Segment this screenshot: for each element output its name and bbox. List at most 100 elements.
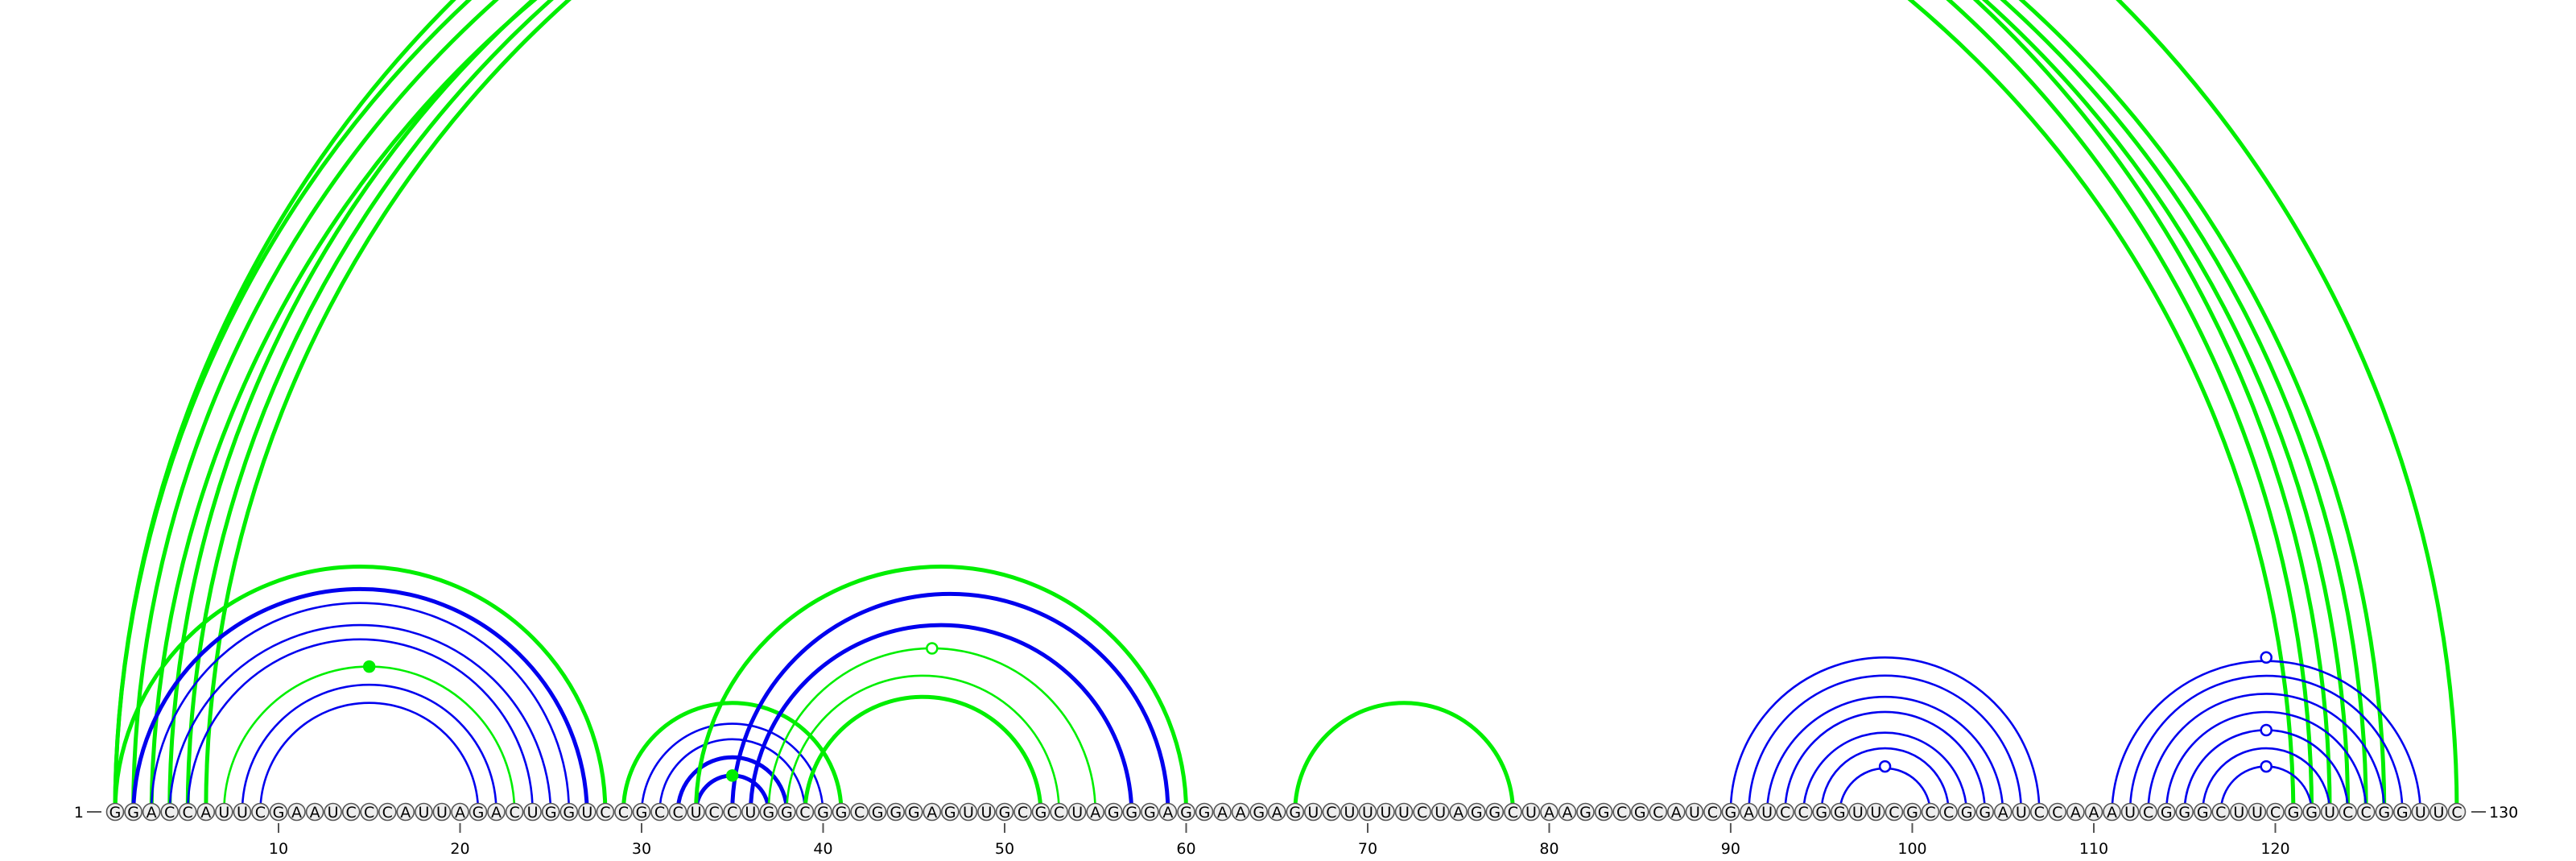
base-letter: G [545,804,557,822]
tick-label: 40 [813,840,832,857]
base-circle [2302,802,2321,822]
base-circle [577,802,597,822]
base-101: C [1921,802,1940,822]
base-letter: G [2161,804,2173,822]
base-circle [2230,802,2248,822]
base-pair-arc-7-23 [223,665,516,813]
base-letter: C [2343,804,2353,822]
base-letter: A [147,804,157,822]
base-130: C [2447,802,2467,822]
tick-70: 70 [1358,823,1377,858]
base-letter: A [1998,804,2008,822]
base-pair-arc-111-128 [2111,660,2422,813]
base-78: C [1504,802,1522,822]
base-letter: U [1071,804,1083,822]
base-letter: U [418,804,429,822]
base-circle [1685,802,1704,822]
base-18: U [415,802,433,822]
base-letter: G [636,804,648,822]
base-circle [2248,802,2267,822]
base-letter: U [2433,804,2444,822]
base-circle [1721,802,1740,822]
base-pair-arc-3-26 [150,602,571,813]
base-circle [214,802,233,822]
base-88: U [1685,802,1704,822]
base-circle [1122,802,1141,822]
base-letter: C [183,804,193,822]
base-letter: A [1544,804,1554,822]
base-letter: G [762,804,774,822]
base-95: G [1812,802,1831,822]
base-letter: A [2107,804,2117,822]
base-83: G [1594,802,1613,822]
base-122: G [2302,802,2321,822]
base-letter: U [2124,804,2136,822]
base-letter: G [273,804,285,822]
base-74: U [1430,802,1450,822]
base-letter: C [600,804,610,822]
base-29: C [614,802,633,822]
base-circle [1449,802,1468,822]
base-circle [124,802,142,822]
base-circle [923,802,942,822]
base-pair-arc-35-59 [730,591,1170,813]
base-circle [142,802,161,822]
base-circle [2194,802,2212,822]
tick-60: 60 [1176,823,1196,858]
base-6: A [196,802,216,822]
base-letter: U [1852,804,1864,822]
base-2: G [124,802,142,822]
base-circle [1576,802,1595,822]
base-110: A [2084,802,2103,822]
base-pair-arc-39-52 [803,694,1043,813]
base-circle [2084,802,2103,822]
base-circle [1993,802,2013,822]
base-letter: U [2016,804,2027,822]
base-circle [1304,802,1323,822]
base-pair-arc-113-126 [2147,693,2386,813]
base-letter: U [1761,804,1773,822]
base-letter: G [817,804,829,822]
base-circle [814,802,832,822]
base-letter: G [1961,804,1973,822]
arc-marker-33-37 [725,769,739,782]
base-98: U [1867,802,1885,822]
base-letter: G [2378,804,2390,822]
base-circle [1939,802,1958,822]
base-circle [1757,802,1777,822]
base-letter: C [1889,804,1899,822]
base-circle [1667,802,1686,822]
base-circle [1430,802,1450,822]
base-letter: U [2252,804,2263,822]
base-letter: G [127,804,139,822]
base-44: G [886,802,905,822]
base-46: A [923,802,942,822]
base-circle [1848,802,1868,822]
base-letter: C [1707,804,1718,822]
base-circle [1267,802,1286,822]
base-circle [1975,802,1994,822]
base-pair-arc-4-124 [167,0,2351,813]
sequence-end-label: 130 [2489,804,2518,822]
base-41: G [832,802,851,822]
base-pair-arc-6-126 [204,0,2387,813]
base-127: G [2393,802,2412,822]
base-36: U [741,802,760,822]
base-circle [469,802,488,822]
base-letter: U [527,804,539,822]
sequence-axis: 1 130 [74,804,2518,822]
base-circle [432,802,452,822]
base-circle [505,802,524,822]
base-circle [1468,802,1486,822]
base-circle [1086,802,1104,822]
base-circle [2175,802,2194,822]
base-letter: G [109,804,122,822]
base-letter: G [1289,804,1301,822]
base-letter: A [1272,804,1282,822]
base-circle [832,802,851,822]
arc-marker-96-101 [1878,760,1892,773]
base-circle [305,802,324,822]
base-17: A [396,802,415,822]
base-circle [1540,802,1558,822]
base-letter: C [799,804,810,822]
